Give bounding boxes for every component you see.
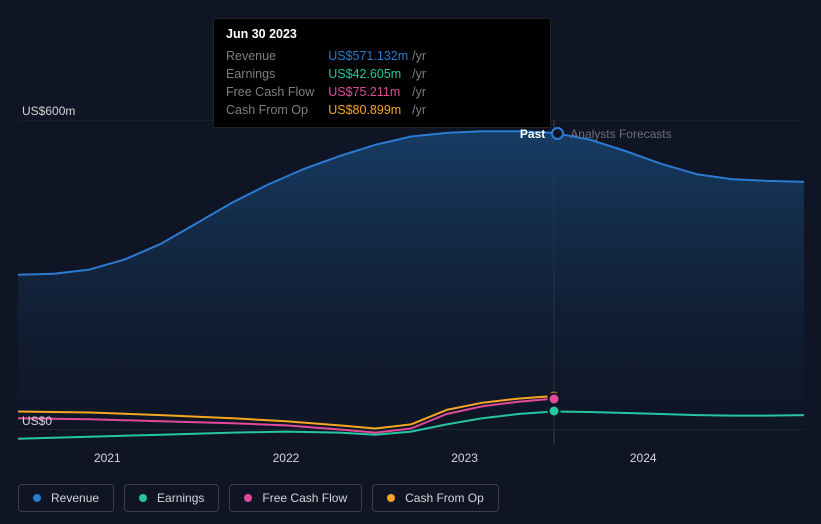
tooltip-row-label: Free Cash Flow [226, 83, 328, 101]
tooltip-title: Jun 30 2023 [226, 27, 538, 41]
legend-dot-icon [244, 494, 252, 502]
legend-dot-icon [139, 494, 147, 502]
tooltip-row-label: Cash From Op [226, 101, 328, 119]
tooltip-row-label: Earnings [226, 65, 328, 83]
tooltip-row: Free Cash FlowUS$75.211m/yr [226, 83, 426, 101]
legend-label: Cash From Op [405, 491, 484, 505]
tooltip-row-value: US$571.132m [328, 47, 412, 65]
y-axis-label-bottom: US$0 [22, 414, 52, 428]
legend: Revenue Earnings Free Cash Flow Cash From O… [18, 484, 499, 512]
tooltip-row-suffix: /yr [412, 83, 426, 101]
legend-dot-icon [33, 494, 41, 502]
tooltip-row: RevenueUS$571.132m/yr [226, 47, 426, 65]
y-axis-label-top: US$600m [22, 104, 75, 118]
series-end-marker [547, 405, 560, 418]
legend-dot-icon [387, 494, 395, 502]
legend-label: Earnings [157, 491, 204, 505]
tooltip-table: RevenueUS$571.132m/yrEarningsUS$42.605m/… [226, 47, 426, 119]
tooltip-row: Cash From OpUS$80.899m/yr [226, 101, 426, 119]
label-past: Past [520, 127, 545, 141]
legend-chip[interactable]: Cash From Op [372, 484, 499, 512]
tooltip-row: EarningsUS$42.605m/yr [226, 65, 426, 83]
x-axis-tick: 2021 [94, 451, 121, 465]
tooltip-row-value: US$75.211m [328, 83, 412, 101]
split-marker-icon [551, 127, 564, 140]
tooltip: Jun 30 2023 RevenueUS$571.132m/yrEarning… [213, 18, 551, 128]
past-forecast-label: Past Analysts Forecasts [520, 127, 672, 141]
legend-label: Revenue [51, 491, 99, 505]
label-forecasts: Analysts Forecasts [570, 127, 671, 141]
tooltip-row-suffix: /yr [412, 47, 426, 65]
tooltip-row-suffix: /yr [412, 65, 426, 83]
x-axis-tick: 2024 [630, 451, 657, 465]
x-axis-tick: 2022 [273, 451, 300, 465]
legend-chip[interactable]: Revenue [18, 484, 114, 512]
tooltip-row-value: US$42.605m [328, 65, 412, 83]
tooltip-row-suffix: /yr [412, 101, 426, 119]
legend-chip[interactable]: Free Cash Flow [229, 484, 362, 512]
chart-root: US$600m US$0 2021 2022 2023 2024 Past Analy… [0, 0, 821, 524]
chart-plot [18, 120, 804, 445]
series-end-marker [547, 392, 560, 405]
tooltip-row-label: Revenue [226, 47, 328, 65]
x-axis-tick: 2023 [451, 451, 478, 465]
legend-chip[interactable]: Earnings [124, 484, 219, 512]
legend-label: Free Cash Flow [262, 491, 347, 505]
tooltip-row-value: US$80.899m [328, 101, 412, 119]
